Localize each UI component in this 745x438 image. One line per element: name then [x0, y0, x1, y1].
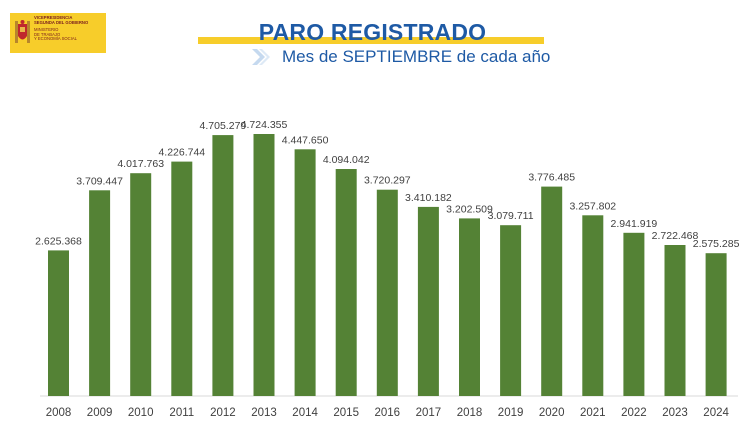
bar-2009 [89, 190, 111, 396]
value-label-2012: 4.705.279 [200, 120, 247, 132]
bar-2018 [459, 218, 480, 396]
page-title: PARO REGISTRADO [258, 19, 487, 45]
logo-line-2: MINISTERIO DE TRABAJO Y ECONOMÍA SOCIAL [34, 27, 77, 42]
bar-2011 [171, 161, 193, 396]
value-label-2019: 3.079.711 [488, 210, 534, 222]
x-tick-label-2021: 2021 [580, 407, 606, 419]
bar-2010 [130, 173, 152, 396]
bar-2020 [541, 186, 563, 396]
bar-2021 [582, 215, 604, 396]
x-tick-label-2024: 2024 [703, 407, 729, 419]
value-label-2008: 2.625.368 [35, 235, 82, 247]
bar-2008 [48, 250, 69, 396]
value-label-2009: 3.709.447 [76, 175, 123, 187]
x-tick-label-2022: 2022 [621, 407, 647, 419]
title-underline [198, 37, 544, 44]
bar-2019 [500, 225, 522, 396]
x-tick-label-2016: 2016 [375, 407, 401, 419]
bar-2012 [212, 135, 234, 396]
ministry-logo: VICEPRESIDENCIA SEGUNDA DEL GOBIERNO MIN… [10, 13, 106, 53]
value-label-2021: 3.257.802 [569, 200, 616, 212]
bar-2023 [664, 245, 686, 396]
value-label-2015: 4.094.042 [323, 154, 370, 166]
bar-2013 [253, 134, 275, 396]
bar-2016 [376, 189, 398, 396]
value-label-2013: 4.724.355 [241, 119, 288, 131]
logo-line-1: VICEPRESIDENCIA SEGUNDA DEL GOBIERNO [34, 15, 89, 25]
value-label-2018: 3.202.509 [446, 203, 493, 215]
bar-2024 [705, 253, 727, 396]
x-tick-label-2011: 2011 [169, 407, 194, 419]
x-tick-label-2017: 2017 [416, 407, 442, 419]
bar-2014 [294, 149, 316, 396]
value-label-2011: 4.226.744 [158, 147, 205, 159]
value-label-2023: 2.722.468 [652, 230, 699, 242]
x-tick-label-2018: 2018 [457, 407, 483, 419]
value-label-2022: 2.941.919 [611, 218, 658, 230]
coat-of-arms-icon [15, 20, 30, 43]
value-label-2017: 3.410.182 [405, 192, 452, 204]
bar-2022 [623, 232, 645, 396]
x-tick-label-2014: 2014 [292, 407, 318, 419]
value-label-2016: 3.720.297 [364, 175, 411, 187]
x-tick-label-2023: 2023 [662, 407, 688, 419]
x-tick-label-2015: 2015 [333, 407, 359, 419]
value-label-2010: 4.017.763 [117, 158, 164, 170]
value-label-2020: 3.776.485 [528, 172, 575, 184]
x-tick-label-2010: 2010 [128, 407, 154, 419]
subtitle-row: Mes de SEPTIEMBRE de cada año [250, 47, 550, 67]
x-tick-label-2020: 2020 [539, 407, 565, 419]
x-tick-label-2012: 2012 [210, 407, 236, 419]
x-tick-label-2009: 2009 [87, 407, 113, 419]
bar-2017 [417, 206, 439, 396]
x-tick-label-2013: 2013 [251, 407, 277, 419]
bar-2015 [335, 169, 357, 396]
x-tick-label-2019: 2019 [498, 407, 524, 419]
page-subtitle: Mes de SEPTIEMBRE de cada año [282, 47, 551, 66]
x-tick-label-2008: 2008 [46, 407, 72, 419]
value-label-2024: 2.575.285 [693, 238, 740, 250]
chevron-right-icon [252, 49, 270, 65]
value-label-2014: 4.447.650 [282, 134, 329, 146]
